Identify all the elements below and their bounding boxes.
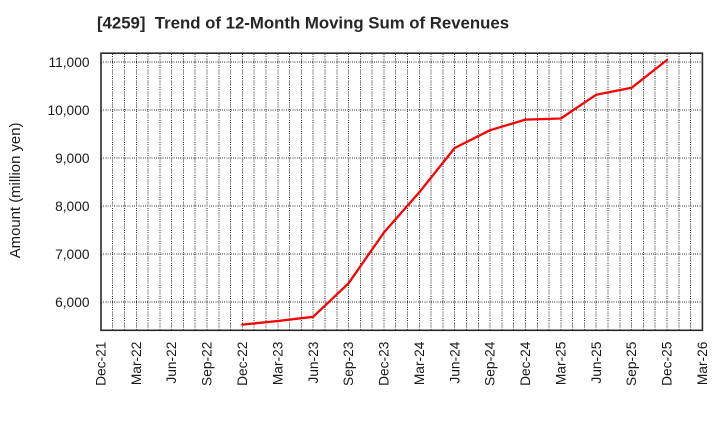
svg-text:[4259] Trend of 12-Month Movi: [4259] Trend of 12-Month Moving Sum of R… [97,14,509,33]
svg-text:Mar-26: Mar-26 [695,341,710,385]
svg-text:Dec-25: Dec-25 [660,341,675,386]
svg-text:Amount (million yen): Amount (million yen) [8,123,24,259]
svg-text:Sep-25: Sep-25 [624,341,639,386]
svg-text:7,000: 7,000 [55,247,90,262]
svg-text:Mar-23: Mar-23 [270,341,285,385]
svg-text:Mar-24: Mar-24 [412,341,427,385]
svg-text:Jun-24: Jun-24 [447,341,462,383]
svg-text:Sep-23: Sep-23 [341,341,356,386]
svg-text:Sep-22: Sep-22 [200,342,215,386]
svg-text:Sep-24: Sep-24 [483,341,498,386]
svg-text:Dec-22: Dec-22 [235,342,250,386]
svg-text:Mar-22: Mar-22 [129,342,144,386]
svg-text:8,000: 8,000 [55,199,90,214]
svg-text:Dec-24: Dec-24 [518,341,533,386]
svg-text:11,000: 11,000 [48,55,89,70]
svg-text:Jun-25: Jun-25 [589,341,604,383]
svg-text:Dec-23: Dec-23 [377,341,392,386]
svg-text:Jun-22: Jun-22 [164,342,179,384]
svg-text:10,000: 10,000 [47,103,89,118]
svg-text:Jun-23: Jun-23 [306,341,321,383]
svg-text:9,000: 9,000 [55,151,90,166]
svg-text:Dec-21: Dec-21 [93,342,108,386]
svg-text:Mar-25: Mar-25 [553,341,568,385]
svg-text:6,000: 6,000 [55,295,90,310]
